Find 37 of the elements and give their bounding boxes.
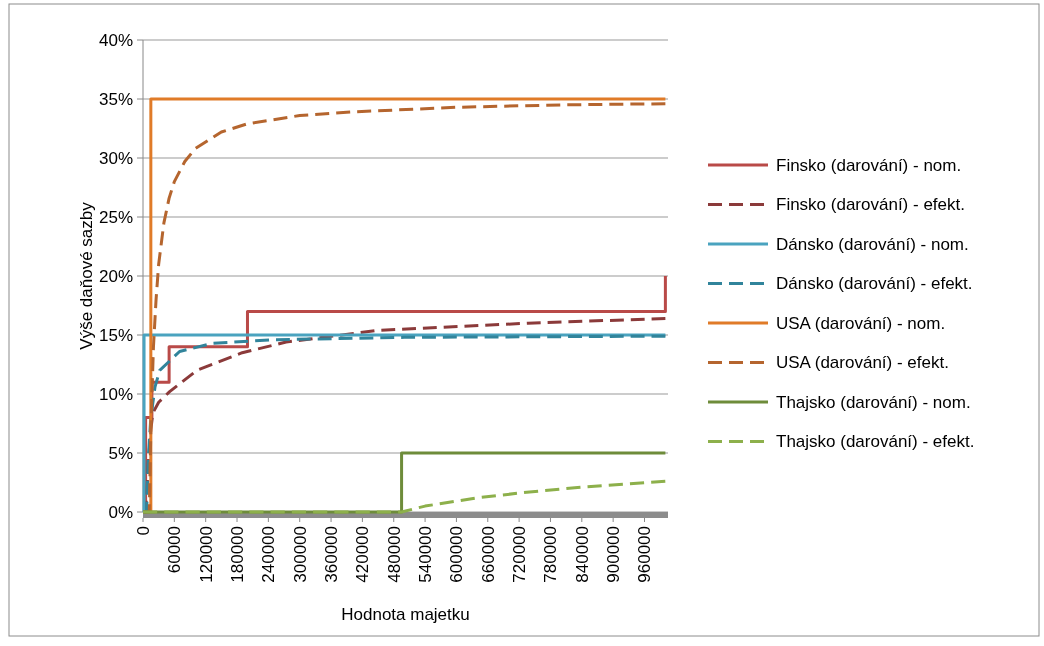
x-tick-label: 960000: [635, 526, 655, 583]
x-tick-label: 720000: [510, 526, 530, 583]
x-tick-label: 840000: [572, 526, 592, 583]
legend-label: USA (darování) - nom.: [776, 313, 946, 333]
legend-label: Thajsko (darování) - efekt.: [776, 432, 975, 452]
y-tick-label: 15%: [98, 325, 133, 345]
x-tick-label: 360000: [322, 526, 342, 583]
x-tick-label: 600000: [447, 526, 467, 583]
y-tick-label: 35%: [98, 89, 133, 109]
x-axis-title: Hodnota majetku: [341, 605, 470, 624]
legend-label: Finsko (darování) - efekt.: [776, 195, 965, 215]
x-tick-label: 300000: [290, 526, 310, 583]
x-tick-label: 540000: [416, 526, 436, 583]
y-tick-label: 20%: [98, 266, 133, 286]
legend-label: USA (darování) - efekt.: [776, 353, 949, 373]
legend-label: Finsko (darování) - nom.: [776, 155, 962, 175]
y-tick-label: 5%: [108, 443, 133, 463]
y-tick-label: 40%: [98, 30, 133, 50]
x-tick-label: 120000: [196, 526, 216, 583]
y-axis-title: Výše daňové sazby: [77, 201, 96, 350]
line-series: [141, 479, 667, 514]
legend-label: Dánsko (darování) - efekt.: [776, 274, 973, 294]
x-tick-label: 900000: [604, 526, 624, 583]
x-tick-label: 480000: [384, 526, 404, 583]
y-tick-label: 0%: [108, 502, 133, 522]
x-tick-label: 0: [133, 526, 153, 536]
legend-label: Thajsko (darování) - nom.: [776, 392, 971, 412]
legend-label: Dánsko (darování) - nom.: [776, 234, 969, 254]
x-tick-label: 780000: [541, 526, 561, 583]
x-tick-label: 240000: [259, 526, 279, 583]
x-tick-label: 60000: [165, 526, 185, 574]
x-tick-label: 660000: [478, 526, 498, 583]
x-tick-label: 180000: [227, 526, 247, 583]
y-tick-label: 10%: [98, 384, 133, 404]
y-tick-label: 25%: [98, 207, 133, 227]
y-tick-label: 30%: [98, 148, 133, 168]
x-tick-label: 420000: [353, 526, 373, 583]
